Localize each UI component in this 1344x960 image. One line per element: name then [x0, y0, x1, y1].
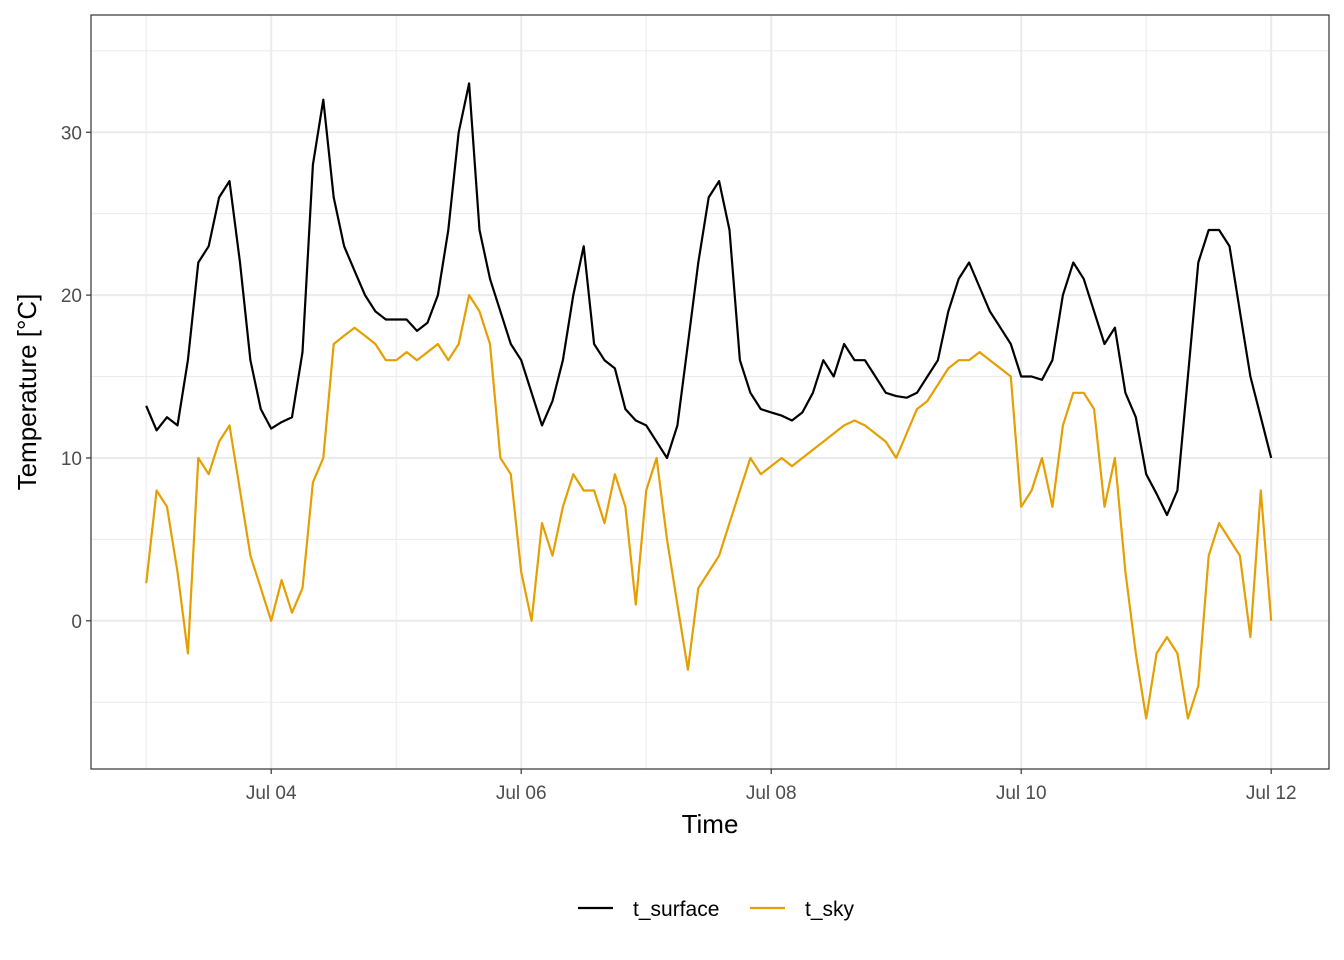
y-tick-label: 0: [71, 612, 82, 633]
x-tick-label: Jul 06: [496, 783, 547, 804]
grid: [91, 15, 1329, 769]
y-tick-label: 20: [61, 286, 82, 307]
series-lines: [145, 82, 1273, 720]
y-axis: 0 10 20 30: [61, 123, 91, 633]
y-tick-label: 30: [61, 123, 82, 144]
legend: t_surface t_sky: [578, 898, 855, 921]
x-tick-label: Jul 04: [246, 783, 297, 804]
y-axis-title: Temperature [°C]: [12, 294, 42, 491]
series-line-t-surface: [145, 82, 1273, 517]
x-tick-label: Jul 10: [996, 783, 1047, 804]
legend-label-t-sky: t_sky: [805, 898, 855, 921]
x-axis-title: Time: [682, 809, 739, 839]
legend-label-t-surface: t_surface: [633, 898, 719, 921]
x-tick-label: Jul 12: [1246, 783, 1297, 804]
y-tick-label: 10: [61, 449, 82, 470]
plot-panel-border: [90, 14, 1330, 770]
series-line-t-sky: [145, 294, 1273, 720]
x-axis: Jul 04 Jul 06 Jul 08 Jul 10 Jul 12: [246, 769, 1297, 804]
x-tick-label: Jul 08: [746, 783, 797, 804]
